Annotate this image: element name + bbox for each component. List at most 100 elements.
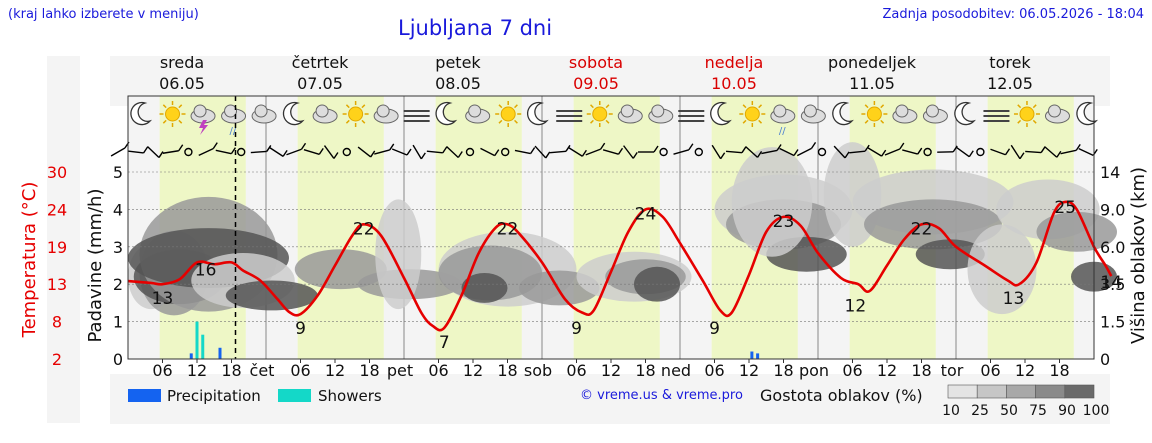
wind-barb [565, 144, 571, 152]
wind-shaft [796, 147, 812, 157]
hour-tick-label: 12 [601, 361, 621, 380]
wind-barb [370, 150, 376, 158]
wind-symbol [1025, 146, 1046, 154]
wind-shaft [146, 145, 160, 159]
temperature-label: 22 [497, 219, 519, 239]
temperature-label: 13 [152, 289, 174, 309]
wind-shaft [198, 147, 214, 157]
wind-symbol [833, 145, 850, 159]
temperature-tick: 2 [52, 350, 62, 369]
wind-barb [389, 143, 395, 151]
sun-disc [744, 106, 760, 122]
cloud-puff [1047, 104, 1061, 118]
sun-ray [742, 104, 747, 109]
hour-tick-label: 18 [911, 361, 931, 380]
sun-ray [345, 104, 350, 109]
sun-icon [159, 101, 186, 127]
wind-symbol [269, 147, 288, 157]
sun-ray [880, 119, 885, 124]
wind-symbol [902, 147, 923, 155]
wind-symbol [250, 145, 272, 154]
cloud-density-level: 25 [971, 403, 989, 419]
grid-lines [128, 171, 1094, 322]
wind-symbol [1044, 146, 1062, 158]
sun-ray [514, 104, 518, 109]
hour-tick-label: 18 [497, 361, 517, 380]
calm-circle [923, 147, 932, 157]
day-date: 06.05 [159, 74, 205, 93]
precipitation-bar [756, 353, 760, 359]
wind-shaft [446, 146, 459, 158]
precip-tick: 0 [113, 350, 123, 369]
wind-symbol [303, 147, 324, 156]
calm-circle [976, 147, 985, 157]
wind-shaft [955, 146, 970, 158]
cloud-puff [468, 104, 482, 118]
temperature-labels: 13 16 9 22 7 22 9 24 9 23 12 22 13 25 14 [152, 198, 1122, 353]
wind-barb [617, 147, 624, 155]
wind-barb [581, 149, 587, 157]
wind-shaft [357, 146, 372, 158]
moon-icon [527, 101, 549, 126]
wind-symbol [623, 145, 638, 159]
wind-barb [1040, 146, 1046, 153]
wind-symbol [602, 147, 624, 155]
wind-symbol [1060, 143, 1081, 155]
wind-shaft [779, 147, 795, 157]
calm-circle [342, 147, 351, 157]
sun-ray [345, 119, 350, 124]
precip-tick: 1 [113, 313, 123, 332]
day-name: nedelja [705, 53, 764, 72]
moon-shape [130, 101, 153, 126]
wind-barb [952, 145, 958, 153]
wind-barb [494, 149, 500, 157]
wind-symbol [426, 146, 448, 154]
cloud-height-tick: 9.0 [1100, 200, 1125, 219]
hour-tick-label: 12 [877, 361, 897, 380]
moon-icon [832, 101, 854, 126]
temperature-label: 7 [439, 333, 450, 353]
wind-barb [158, 151, 164, 158]
wind-shaft [990, 148, 1006, 156]
sun-ray [590, 119, 594, 124]
temperature-label: 22 [353, 219, 375, 239]
night-band [521, 96, 542, 359]
wind-symbol [146, 145, 164, 159]
wind-shaft [269, 147, 284, 157]
wind-symbol [711, 144, 726, 160]
fog-icon [403, 110, 430, 122]
sun-ray [514, 119, 518, 124]
wind-barb [688, 143, 694, 151]
cloud-density-swatch [1035, 384, 1066, 399]
wind-barb [1004, 148, 1011, 156]
sun-ray [498, 119, 503, 124]
wind-symbol [817, 147, 827, 157]
sun-icon [739, 101, 766, 127]
wind-barb [457, 151, 463, 158]
moon-shape [710, 101, 732, 126]
sun-ray [590, 104, 594, 109]
moon-icon [282, 101, 305, 126]
wind-symbol [659, 147, 668, 157]
wind-barb [1075, 143, 1081, 151]
sun-ray [1017, 104, 1022, 109]
day-date: 07.05 [297, 74, 343, 93]
wind-symbol [849, 144, 870, 154]
wind-barb [720, 152, 726, 160]
wind-symbol [127, 146, 149, 154]
night-band [542, 96, 574, 359]
temperature-label: 9 [709, 319, 720, 339]
sun-ray [864, 119, 869, 124]
cloud-icon [251, 104, 277, 124]
wind-symbol [162, 144, 184, 154]
sun-ray [605, 119, 610, 124]
moon-icon [130, 101, 153, 126]
wind-symbol [534, 145, 551, 159]
temperature-label: 22 [911, 219, 933, 239]
wind-symbols-row [110, 141, 1098, 160]
wind-shaft [323, 145, 335, 159]
wind-barb [420, 152, 426, 160]
rain-drops: // [779, 126, 786, 137]
day-name: petek [435, 53, 481, 72]
